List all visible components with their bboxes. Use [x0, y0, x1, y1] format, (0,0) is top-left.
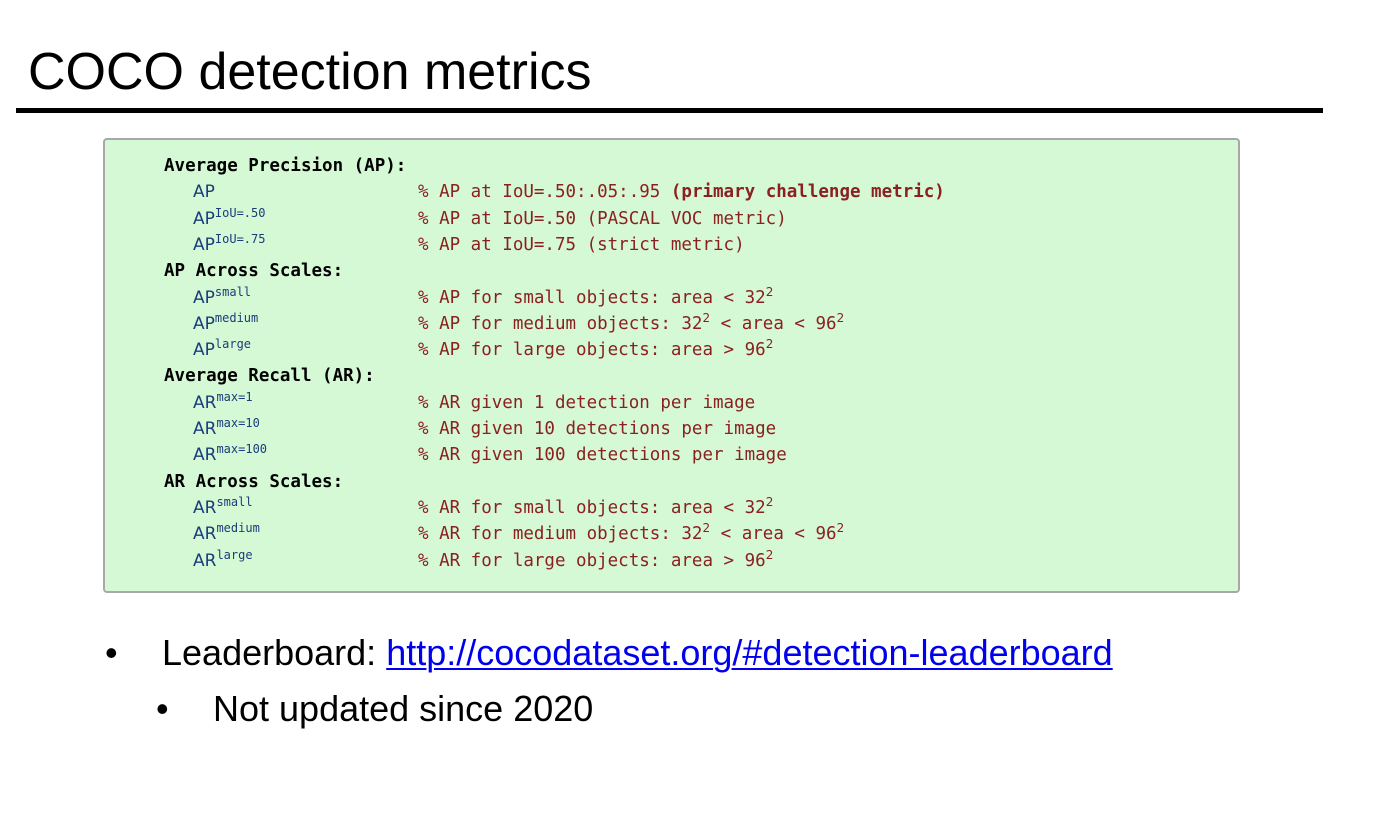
metric-description: % AP at IoU=.50 (PASCAL VOC metric)	[418, 206, 787, 232]
metric-name-superscript: large	[214, 337, 252, 352]
metric-description: % AP at IoU=.50:.05:.95 (primary challen…	[418, 179, 945, 205]
metric-name-base: AR	[193, 392, 217, 413]
metric-name-superscript: max=100	[216, 442, 268, 457]
metric-description: % AR for medium objects: 322 < area < 96…	[418, 521, 844, 547]
metric-row: ARmax=10 % AR given 10 detections per ima…	[105, 416, 1238, 442]
metric-name: APIoU=.75	[193, 232, 265, 258]
metric-row: AP % AP at IoU=.50:.05:.95 (primary chall…	[105, 179, 1238, 205]
metric-name: ARmax=1	[193, 390, 253, 416]
metric-name-superscript: IoU=.50	[214, 205, 266, 220]
metric-row: APlarge % AP for large objects: area > 96…	[105, 337, 1238, 363]
description-text: < area < 96	[710, 313, 837, 334]
metric-row: ARmax=1 % AR given 1 detection per image	[105, 390, 1238, 416]
metric-name: APmedium	[193, 311, 258, 337]
metrics-section-heading-row: Average Precision (AP):	[105, 153, 1238, 179]
metric-name: APIoU=.50	[193, 206, 265, 232]
metric-name-base: AR	[193, 497, 217, 518]
metric-description: % AP for medium objects: 322 < area < 96…	[418, 311, 844, 337]
description-text: % AP at IoU=.50 (PASCAL VOC metric)	[418, 208, 787, 229]
exponent: 2	[765, 284, 774, 299]
metric-name: APlarge	[193, 337, 251, 363]
title-divider	[16, 108, 1323, 113]
metric-description: % AP for large objects: area > 962	[418, 337, 773, 363]
metric-description: % AP at IoU=.75 (strict metric)	[418, 232, 745, 258]
metric-name: APsmall	[193, 285, 251, 311]
metric-name-base: AP	[193, 313, 215, 334]
description-text: % AP for medium objects: 32	[418, 313, 703, 334]
sub-item-text: Not updated since 2020	[213, 688, 594, 729]
exponent: 2	[765, 494, 774, 509]
metric-name-base: AR	[193, 445, 217, 466]
leaderboard-label: Leaderboard:	[162, 632, 387, 673]
metric-name-superscript: large	[216, 547, 253, 562]
metric-name: ARmax=100	[193, 442, 267, 468]
exponent: 2	[836, 521, 845, 536]
metric-row: ARsmall % AR for small objects: area < 32…	[105, 495, 1238, 521]
metrics-section-heading-row: Average Recall (AR):	[105, 363, 1238, 389]
metric-name-base: AP	[193, 234, 215, 255]
metric-name-superscript: medium	[214, 310, 259, 325]
bullet-glyph: •	[105, 632, 118, 673]
metric-name-superscript: IoU=.75	[214, 231, 266, 246]
metric-name-superscript: small	[214, 284, 252, 299]
slide-title: COCO detection metrics	[28, 43, 592, 101]
description-text: % AP at IoU=.50:.05:.95	[418, 182, 671, 203]
metrics-code-box: Average Precision (AP): AP % AP at IoU=.50…	[103, 138, 1240, 593]
metric-name-base: AP	[193, 208, 215, 229]
metric-name: ARlarge	[193, 548, 253, 574]
metric-name: ARmax=10	[193, 416, 260, 442]
exponent: 2	[765, 547, 774, 562]
exponent: 2	[765, 337, 774, 352]
section-heading: Average Precision (AP):	[164, 156, 407, 176]
metric-description: % AR for large objects: area > 962	[418, 548, 773, 574]
metric-name: ARsmall	[193, 495, 253, 521]
metric-name-base: AR	[193, 419, 217, 439]
metric-description: % AR for small objects: area < 322	[418, 495, 773, 521]
leaderboard-link[interactable]: http://cocodataset.org/#detection-leader…	[386, 632, 1113, 673]
leaderboard-item: Leaderboard: http://cocodataset.org/#det…	[162, 630, 1113, 676]
metrics-section-heading-row: AR Across Scales:	[105, 469, 1238, 495]
description-text: % AR given 1 detection per image	[418, 392, 756, 413]
description-text: % AR given 10 detections per image	[418, 419, 777, 439]
metric-name-base: AP	[193, 340, 215, 361]
metric-name-base: AR	[193, 524, 217, 545]
metric-name-superscript: medium	[216, 521, 260, 536]
metric-row: ARmedium% AR for medium objects: 322 < a…	[105, 521, 1238, 547]
metrics-section-heading-row: AP Across Scales:	[105, 258, 1238, 284]
description-text: % AP for large objects: area > 96	[418, 340, 766, 361]
section-heading: AP Across Scales:	[164, 261, 344, 282]
metric-row: ARlarge % AR for large objects: area > 96…	[105, 548, 1238, 574]
section-heading: AR Across Scales:	[164, 471, 344, 492]
description-text: % AR for small objects: area < 32	[418, 497, 766, 518]
metric-description: % AR given 100 detections per image	[418, 442, 787, 468]
metric-name-base: AR	[193, 550, 217, 571]
metric-name: AP	[193, 179, 215, 205]
metric-name: ARmedium	[193, 521, 260, 547]
exponent: 2	[836, 310, 845, 325]
metric-name-base: AP	[193, 287, 215, 308]
section-heading: Average Recall (AR):	[164, 366, 375, 387]
description-text: (primary challenge metric)	[670, 182, 945, 203]
metric-description: % AP for small objects: area < 322	[418, 285, 773, 311]
metric-row: APIoU=.75 % AP at IoU=.75 (strict metric)	[105, 232, 1238, 258]
metric-name-base: AP	[193, 182, 215, 203]
description-text: % AP for small objects: area < 32	[418, 287, 766, 308]
metric-row: APmedium% AP for medium objects: 322 < a…	[105, 311, 1238, 337]
exponent: 2	[702, 310, 711, 325]
metric-row: APIoU=.50 % AP at IoU=.50 (PASCAL VOC met…	[105, 206, 1238, 232]
metric-name-superscript: max=10	[216, 416, 260, 430]
metric-row: ARmax=100 % AR given 100 detections per i…	[105, 442, 1238, 468]
metric-name-superscript: small	[216, 494, 253, 509]
metric-row: APsmall % AP for small objects: area < 32…	[105, 285, 1238, 311]
metric-description: % AR given 1 detection per image	[418, 390, 755, 416]
metric-description: % AR given 10 detections per image	[418, 416, 776, 442]
description-text: % AR given 100 detections per image	[418, 445, 787, 466]
description-text: % AR for medium objects: 32	[418, 524, 703, 545]
description-text: < area < 96	[710, 524, 837, 545]
description-text: % AP at IoU=.75 (strict metric)	[418, 234, 745, 255]
exponent: 2	[702, 521, 711, 536]
metric-name-superscript: max=1	[216, 389, 253, 404]
bullet-glyph: •	[156, 688, 169, 729]
description-text: % AR for large objects: area > 96	[418, 550, 766, 571]
